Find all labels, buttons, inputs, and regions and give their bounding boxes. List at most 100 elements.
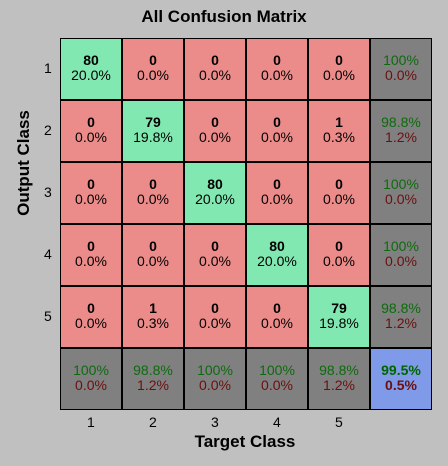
matrix-cell: 0 0.0% bbox=[122, 224, 184, 286]
y-tick-label: 1 bbox=[44, 60, 52, 76]
column-correct-rate: 100% bbox=[259, 362, 295, 378]
row-correct-rate: 100% bbox=[383, 176, 419, 192]
row-error-rate: 0.0% bbox=[385, 191, 417, 207]
matrix-cell: 0 0.0% bbox=[246, 286, 308, 348]
column-error-rate: 0.0% bbox=[75, 377, 107, 393]
cell-percent: 20.0% bbox=[71, 67, 111, 83]
cell-percent: 0.0% bbox=[199, 67, 231, 83]
matrix-cell: 0 0.0% bbox=[246, 162, 308, 224]
cell-count: 0 bbox=[335, 176, 343, 192]
cell-count: 0 bbox=[87, 114, 95, 130]
matrix-cell: 0 0.0% bbox=[184, 38, 246, 100]
column-summary-cell: 100% 0.0% bbox=[184, 348, 246, 410]
matrix-cell: 0 0.0% bbox=[246, 100, 308, 162]
matrix-cell: 0 0.0% bbox=[184, 224, 246, 286]
column-error-rate: 1.2% bbox=[137, 377, 169, 393]
row-error-rate: 1.2% bbox=[385, 129, 417, 145]
cell-percent: 0.0% bbox=[261, 315, 293, 331]
row-correct-rate: 98.8% bbox=[381, 114, 421, 130]
matrix-cell: 0 0.0% bbox=[60, 100, 122, 162]
cell-percent: 0.0% bbox=[261, 191, 293, 207]
column-error-rate: 0.0% bbox=[261, 377, 293, 393]
row-correct-rate: 100% bbox=[383, 52, 419, 68]
matrix-cell: 0 0.0% bbox=[246, 38, 308, 100]
matrix-cell: 0 0.0% bbox=[122, 162, 184, 224]
cell-count: 80 bbox=[207, 176, 223, 192]
cell-count: 0 bbox=[149, 238, 157, 254]
matrix-cell: 1 0.3% bbox=[122, 286, 184, 348]
cell-percent: 0.3% bbox=[323, 129, 355, 145]
cell-percent: 0.0% bbox=[261, 129, 293, 145]
chart-title: All Confusion Matrix bbox=[141, 7, 307, 26]
cell-percent: 19.8% bbox=[319, 315, 359, 331]
y-tick-label: 4 bbox=[44, 246, 52, 262]
matrix-cell: 0 0.0% bbox=[60, 286, 122, 348]
x-tick-label: 3 bbox=[211, 414, 219, 430]
cell-count: 80 bbox=[269, 238, 285, 254]
column-error-rate: 0.0% bbox=[199, 377, 231, 393]
cell-count: 0 bbox=[87, 176, 95, 192]
matrix-cell: 0 0.0% bbox=[60, 224, 122, 286]
cell-count: 0 bbox=[273, 52, 281, 68]
row-summary-cell: 100% 0.0% bbox=[370, 38, 432, 100]
matrix-cell: 79 19.8% bbox=[308, 286, 370, 348]
cell-count: 0 bbox=[273, 300, 281, 316]
column-summary-cell: 98.8% 1.2% bbox=[122, 348, 184, 410]
cell-count: 0 bbox=[273, 176, 281, 192]
column-correct-rate: 100% bbox=[73, 362, 109, 378]
cell-count: 1 bbox=[149, 300, 157, 316]
column-correct-rate: 100% bbox=[197, 362, 233, 378]
cell-count: 0 bbox=[211, 238, 219, 254]
cell-percent: 0.0% bbox=[137, 67, 169, 83]
matrix-cell: 0 0.0% bbox=[184, 100, 246, 162]
cell-count: 0 bbox=[87, 300, 95, 316]
cell-percent: 0.0% bbox=[199, 253, 231, 269]
overall-correct-rate: 99.5% bbox=[381, 362, 421, 378]
y-axis-label: Output Class bbox=[14, 110, 33, 216]
cell-count: 0 bbox=[149, 52, 157, 68]
cell-count: 0 bbox=[149, 176, 157, 192]
cell-count: 0 bbox=[211, 300, 219, 316]
row-error-rate: 0.0% bbox=[385, 67, 417, 83]
y-tick-label: 5 bbox=[44, 308, 52, 324]
cell-percent: 0.3% bbox=[137, 315, 169, 331]
row-error-rate: 1.2% bbox=[385, 315, 417, 331]
cell-percent: 0.0% bbox=[323, 191, 355, 207]
cell-count: 0 bbox=[335, 52, 343, 68]
column-summary-cell: 98.8% 1.2% bbox=[308, 348, 370, 410]
column-correct-rate: 98.8% bbox=[133, 362, 173, 378]
y-tick-label: 2 bbox=[44, 122, 52, 138]
column-summary-cell: 100% 0.0% bbox=[60, 348, 122, 410]
cell-count: 79 bbox=[331, 300, 347, 316]
cell-percent: 19.8% bbox=[133, 129, 173, 145]
row-correct-rate: 98.8% bbox=[381, 300, 421, 316]
x-axis-label: Target Class bbox=[194, 432, 296, 451]
matrix-cell: 0 0.0% bbox=[308, 224, 370, 286]
matrix-cell: 0 0.0% bbox=[308, 162, 370, 224]
cell-count: 0 bbox=[273, 114, 281, 130]
row-summary-cell: 98.8% 1.2% bbox=[370, 100, 432, 162]
row-correct-rate: 100% bbox=[383, 238, 419, 254]
overall-accuracy-cell: 99.5% 0.5% bbox=[370, 348, 432, 410]
y-tick-label: 3 bbox=[44, 184, 52, 200]
x-tick-label: 2 bbox=[149, 414, 157, 430]
cell-count: 0 bbox=[335, 238, 343, 254]
cell-count: 80 bbox=[83, 52, 99, 68]
row-summary-cell: 100% 0.0% bbox=[370, 162, 432, 224]
column-correct-rate: 98.8% bbox=[319, 362, 359, 378]
x-tick-label: 5 bbox=[335, 414, 343, 430]
matrix-cell: 80 20.0% bbox=[184, 162, 246, 224]
cell-percent: 0.0% bbox=[75, 315, 107, 331]
matrix-cell: 0 0.0% bbox=[60, 162, 122, 224]
row-error-rate: 0.0% bbox=[385, 253, 417, 269]
column-summary-cell: 100% 0.0% bbox=[246, 348, 308, 410]
cell-percent: 0.0% bbox=[199, 129, 231, 145]
matrix-cell: 80 20.0% bbox=[60, 38, 122, 100]
cell-percent: 0.0% bbox=[199, 315, 231, 331]
cell-percent: 0.0% bbox=[75, 253, 107, 269]
matrix-cell: 0 0.0% bbox=[308, 38, 370, 100]
column-error-rate: 1.2% bbox=[323, 377, 355, 393]
overall-error-rate: 0.5% bbox=[385, 377, 417, 393]
cell-count: 79 bbox=[145, 114, 161, 130]
row-summary-cell: 100% 0.0% bbox=[370, 224, 432, 286]
